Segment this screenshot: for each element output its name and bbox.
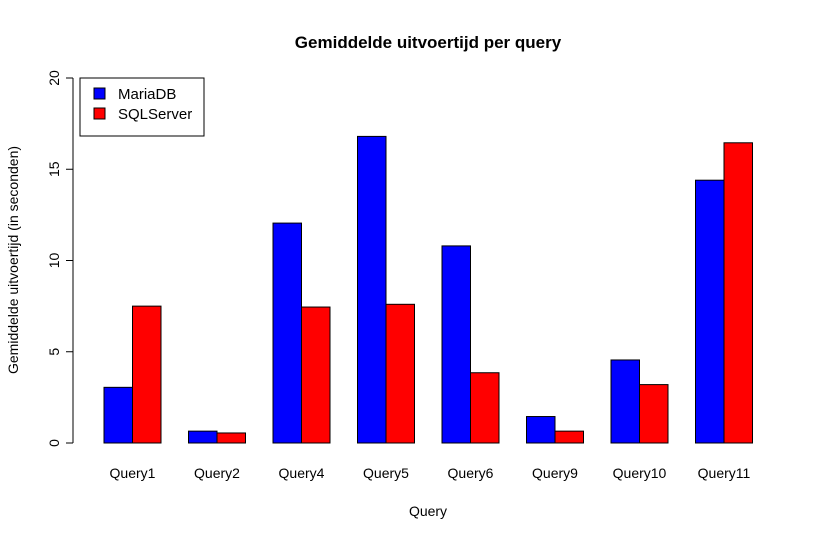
x-tick-label-query11: Query11	[698, 465, 751, 481]
bar-sqlserver-query6	[470, 372, 500, 444]
x-tick-label-query2: Query2	[194, 465, 240, 481]
x-tick-label-query10: Query10	[613, 465, 667, 481]
x-tick-label-query9: Query9	[532, 465, 578, 481]
x-tick-label-query6: Query6	[448, 465, 494, 481]
bar-sqlserver-query2	[216, 432, 246, 444]
legend-label-mariadb: MariaDB	[118, 86, 176, 103]
bar-mariadb-query9	[526, 416, 556, 444]
y-tick-label: 10	[46, 253, 62, 269]
legend: MariaDB SQLServer	[79, 77, 205, 137]
y-tick-label: 15	[46, 161, 62, 177]
bar-sqlserver-query1	[132, 305, 162, 444]
bar-sqlserver-query5	[385, 303, 415, 444]
x-tick-label-query5: Query5	[363, 465, 409, 481]
y-tick-label: 0	[46, 439, 62, 447]
y-tick-label: 20	[46, 70, 62, 86]
legend-label-sqlserver: SQLServer	[118, 106, 192, 123]
x-tick-label-query4: Query4	[279, 465, 325, 481]
bar-mariadb-query11	[695, 179, 725, 444]
bar-mariadb-query10	[610, 359, 640, 444]
x-axis-title: Query	[409, 503, 447, 519]
bar-mariadb-query2	[188, 430, 218, 444]
bars	[103, 135, 753, 444]
x-tick-label-query1: Query1	[110, 465, 156, 481]
bar-mariadb-query1	[103, 386, 133, 444]
x-tick-labels: Query1 Query2 Query4 Query5 Query6 Query9 Quer…	[110, 465, 751, 481]
legend-swatch-mariadb	[93, 87, 106, 100]
y-tick-label: 5	[46, 348, 62, 356]
y-axis-title: Gemiddelde uitvoertijd (in seconden)	[5, 146, 21, 374]
y-axis: 0 5 10 15 20	[46, 70, 74, 447]
bar-sqlserver-query4	[301, 306, 331, 444]
bar-mariadb-query6	[441, 245, 471, 444]
chart-title: Gemiddelde uitvoertijd per query	[295, 33, 562, 52]
bar-mariadb-query4	[272, 222, 302, 444]
bar-sqlserver-query10	[639, 384, 669, 444]
bar-sqlserver-query11	[723, 142, 753, 444]
legend-swatch-sqlserver	[93, 107, 106, 120]
bar-mariadb-query5	[357, 135, 387, 444]
bar-sqlserver-query9	[554, 430, 584, 444]
